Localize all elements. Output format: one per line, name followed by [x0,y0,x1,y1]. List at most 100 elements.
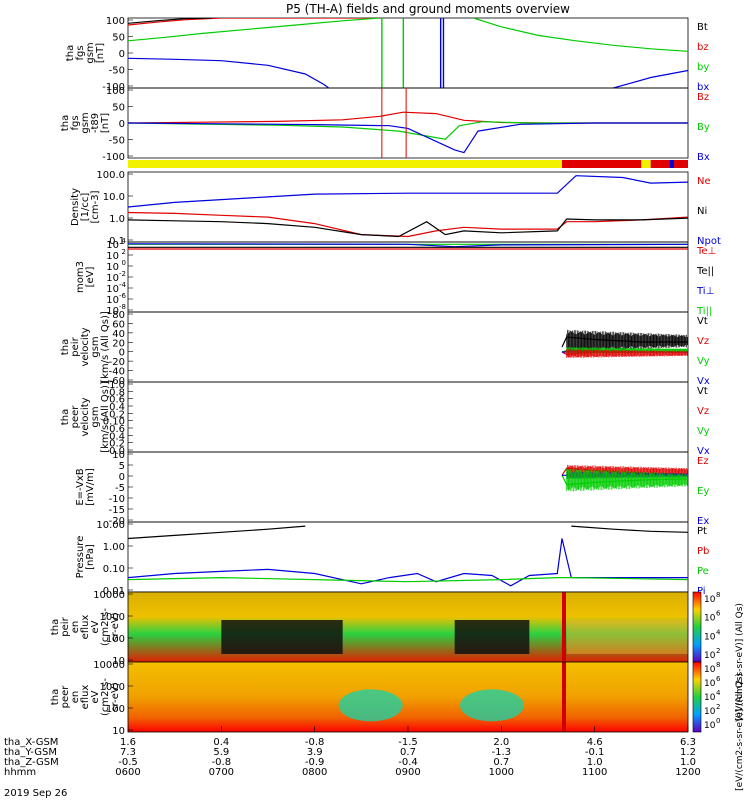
ephemeris-row-label: tha_Z-GSM [4,757,59,768]
spectrogram-boundary [562,592,566,662]
panel-1: tha fgs gsm [nT] 100 50 0 -50 -100 Bt bz by bx [65,16,709,93]
spectrogram-fill [128,662,688,732]
y-axis-label: gsm [85,42,96,63]
y-tick-label: 0 [119,49,125,60]
y-tick-label: 10000 [93,660,125,671]
y-tick-exponent: -8 [119,303,126,311]
spectrogram-region [454,620,530,654]
legend-entry: Ey [697,486,709,497]
quality-segment [562,160,642,168]
y-tick-label: 100 [106,704,125,715]
figure-title: P5 (TH-A) fields and ground moments over… [286,2,570,16]
y-tick-label: 100 [106,86,125,97]
y-axis-label: peir [60,616,71,636]
legend-entry: Ni [697,206,707,217]
ephemeris-value: 3.9 [307,747,323,758]
y-axis-label: (cm2-s- [100,678,111,716]
ephemeris-value: -0.1 [585,747,605,758]
colorbar-tick: 10 [704,665,716,675]
legend-entry: Npot [697,236,721,247]
y-axis-label: [1/cc] [80,193,91,222]
y-tick-label: 10000 [93,590,125,601]
y-tick-exponent: -6 [119,292,127,300]
legend-entry: Pb [697,546,709,557]
y-tick-label: 1000 [100,612,125,623]
y-axis-label: tha [65,45,76,61]
colorbar-tick: 10 [704,721,716,731]
y-tick-label: 0.4 [109,431,125,442]
series-line-bz [128,18,380,26]
ephemeris-value: 2.0 [493,737,509,748]
series-line-ne [128,211,688,238]
panel-5: tha peir velocity gsm [km/s (All Qs)] 8060402… [60,310,710,387]
panel-frame [127,381,689,453]
y-tick-label: -50 [109,136,125,147]
legend-entry: Vy [697,356,710,367]
x-axis-ephemeris: tha_X-GSM 1.6 0.4 -0.8 -1.5 2.0 4.6 6.3 tha_Y-GS… [4,726,701,778]
y-axis-label: [nPa] [85,544,96,570]
y-axis-label: eflux [80,615,91,640]
y-axis-label: velocity [80,397,91,436]
legend-entry: Pt [697,526,707,537]
ephemeris-value: 1.0 [587,757,603,768]
y-axis-label: E=-VxB [75,468,86,505]
legend-entry: Pe [697,566,709,577]
quality-bar [128,160,688,168]
panel-3: Density [1/cc] [cm-3] 100.0 10.0 1.0 0.1 Ne Ni Np… [70,170,721,247]
ephemeris-value: 0700 [209,767,234,778]
colorbar-label: [eV/(cm2-s-sr-eV)] (All Qs) [735,603,745,721]
colorbar-tick-exp: 0 [716,717,720,725]
y-tick-label: 10 [106,251,119,262]
series-line-bx [613,69,688,88]
ephemeris-value: -0.8 [212,757,232,768]
series-line-bz [128,111,688,124]
colorbar-tick: 10 [704,693,716,703]
ephemeris-value: 0900 [395,767,420,778]
y-axis-label: eV [90,620,101,633]
y-tick-label: 10.00 [96,520,125,531]
y-tick-exponent: -4 [119,281,127,289]
ephemeris-value: 0.7 [493,757,509,768]
y-tick-label: 0 [119,119,125,130]
panel-frame [127,241,689,313]
ephemeris-value: -0.5 [118,757,138,768]
y-axis-label: [nT] [95,43,106,63]
ephemeris-value: 1.6 [120,737,136,748]
colorbar-tick-exp: 8 [716,661,720,669]
y-axis-label: en [70,691,81,704]
series-line-bt [128,18,213,24]
panel-2: tha fgs gsm -t89 [nT] 100 50 0 -50 -100 Bz By Bx [60,86,710,163]
panel-frame [127,17,689,89]
series-line-pt [128,525,306,540]
legend-entry: Vt [697,386,708,397]
y-tick-label: 0.6 [109,395,125,406]
y-tick-label: 1000 [100,682,125,693]
y-tick-label: 1.00 [103,542,125,553]
ephemeris-value: -0.4 [398,757,418,768]
y-tick-label: 50 [112,103,125,114]
y-tick-label: 0.2 [109,409,125,420]
legend-entry: bx [697,82,709,93]
y-axis-label: tha [60,409,71,425]
y-tick-label: 0.4 [109,402,125,413]
quality-segment [128,160,562,168]
series-line-by [128,18,381,42]
colorbar-tick: 10 [704,707,716,717]
colorbar-tick: 10 [704,632,716,642]
legend-entry: By [697,122,710,133]
spectrogram-blob [460,689,524,722]
legend-entry: Vy [697,426,710,437]
y-tick-label: 10.0 [103,192,125,203]
colorbar-tick-exp: 6 [716,675,721,683]
ephemeris-value: 1.0 [680,757,696,768]
y-axis-label: fgs [70,115,81,130]
y-axis-label: [mV/m] [85,468,96,506]
ephemeris-value: 0600 [115,767,140,778]
panel-6: tha peer velocity gsm [km/s (All Qs)]1.00.80… [60,380,710,457]
y-tick-label: -60 [109,376,125,387]
y-axis-label: en [70,621,81,634]
